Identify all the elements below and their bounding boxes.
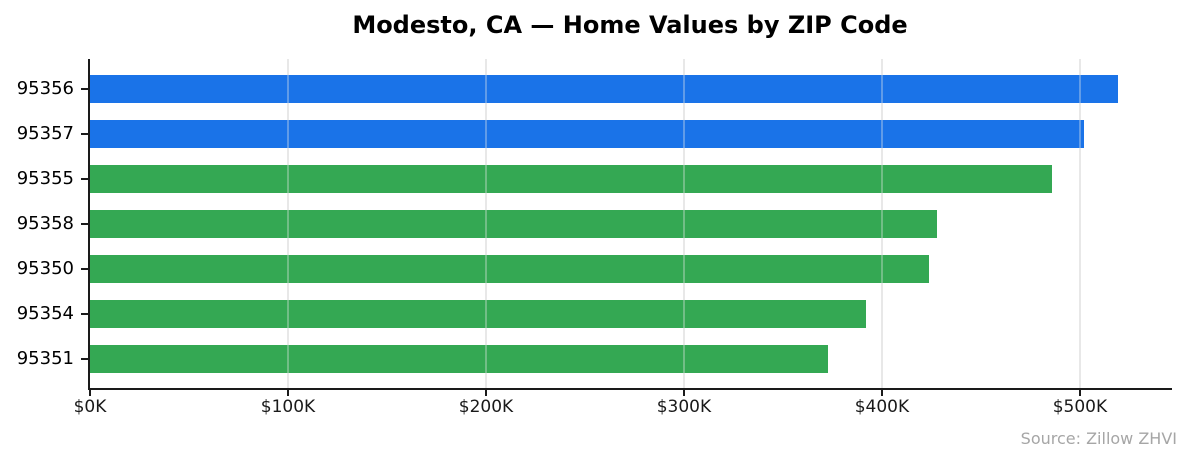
x-axis-tick-label: $200K	[458, 397, 514, 417]
x-axis-tick	[89, 390, 91, 396]
bar-95355	[90, 164, 1053, 193]
y-axis-tick-label: 95351	[16, 347, 74, 369]
x-axis-tick-label: $500K	[1052, 397, 1108, 417]
y-axis-tick-label: 95356	[16, 77, 74, 99]
x-axis-tick	[286, 390, 289, 396]
y-axis-tick-label: 95355	[16, 167, 74, 189]
bar-95351	[90, 344, 829, 373]
bar-95358	[90, 209, 938, 238]
chart-title: Modesto, CA — Home Values by ZIP Code	[352, 11, 908, 39]
x-axis-tick	[1078, 390, 1081, 396]
bar-95356	[90, 74, 1118, 103]
x-axis-tick-label: $100K	[260, 397, 316, 417]
source-note: Source: Zillow ZHVI	[1020, 429, 1177, 448]
gridline	[1078, 59, 1081, 388]
y-axis-spine	[88, 59, 90, 390]
x-axis-tick-label: $400K	[854, 397, 910, 417]
gridline-overlay	[286, 59, 289, 388]
y-axis-tick	[81, 222, 88, 225]
x-axis-tick	[484, 390, 487, 396]
y-axis-tick-label: 95357	[16, 122, 74, 144]
bar-95357	[90, 119, 1084, 148]
y-axis-tick	[81, 267, 88, 270]
x-axis-tick-label: $0K	[73, 397, 107, 417]
x-axis-tick	[682, 390, 685, 396]
x-axis-tick-label: $300K	[656, 397, 712, 417]
y-axis-tick-label: 95358	[16, 212, 74, 234]
y-axis-tick	[81, 177, 88, 180]
y-axis-tick-label: 95350	[16, 257, 74, 279]
y-axis-tick	[81, 357, 88, 360]
gridline-overlay	[880, 59, 883, 388]
y-axis-tick	[81, 312, 88, 315]
x-axis-tick	[880, 390, 883, 396]
bar-95350	[90, 254, 930, 283]
bar-95354	[90, 299, 867, 328]
y-axis-tick	[81, 87, 88, 90]
y-axis-tick	[81, 132, 88, 135]
x-axis-spine	[88, 388, 1172, 390]
y-axis-tick-label: 95354	[16, 302, 74, 324]
gridline-overlay	[1078, 59, 1081, 388]
gridline-overlay	[682, 59, 685, 388]
gridline-overlay	[484, 59, 487, 388]
